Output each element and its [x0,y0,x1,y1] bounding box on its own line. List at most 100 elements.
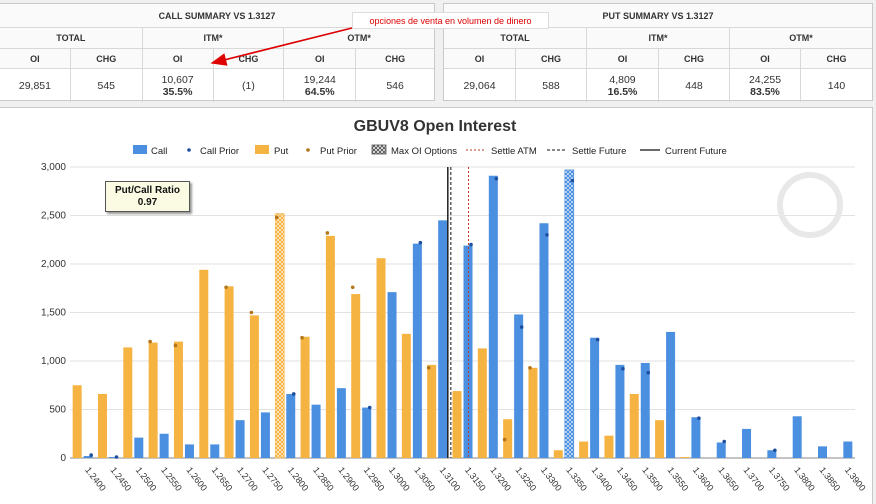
bar-put [629,393,639,458]
legend-label-settle-atm: Settle ATM [491,146,537,157]
bar-put [173,341,183,458]
x-tick-label: 1.3850 [817,465,842,493]
dot-call-prior [595,337,600,342]
dot-call-prior [519,325,524,329]
group-itm: ITM* [142,28,285,48]
bar-put [452,391,462,458]
bar-put [351,294,361,458]
legend-label-put: Put [274,146,289,157]
dot-call-prior [646,370,651,375]
bar-call [742,428,752,458]
col-itm-chg: CHG [213,49,285,68]
x-tick-label: 1.3700 [741,465,766,493]
dot-put-prior [224,285,228,290]
legend-swatch-put-prior [306,148,310,152]
x-tick-label: 1.3000 [387,465,412,493]
bar-call [387,292,397,458]
x-tick-label: 1.3400 [590,465,615,493]
x-tick-label: 1.2700 [235,465,260,493]
put-summary-values: 29,064 588 4,809 16.5% 448 24,255 83.5% 14… [444,69,872,102]
put-itm-chg: 448 [659,69,730,102]
col-total-oi: OI [0,49,71,68]
put-otm-chg: 140 [801,69,872,102]
bar-call [134,437,144,458]
bar-put [224,286,234,458]
x-tick-label: 1.2550 [159,465,184,493]
bar-put [579,441,589,458]
col-itm-chg: CHG [659,49,730,68]
bar-put [528,367,538,458]
x-tick-label: 1.3150 [463,465,488,493]
dot-put-prior [274,215,279,220]
call-summary-group-header: TOTAL ITM* OTM* [0,28,434,49]
bar-call [818,446,828,458]
group-total: TOTAL [444,28,587,48]
dot-call-prior [570,178,575,183]
dot-call-prior [418,240,423,245]
x-tick-label: 1.3750 [767,465,792,493]
group-otm: OTM* [730,28,872,48]
chart-title: GBUV8 Open Interest [354,118,517,135]
call-otm-pct: 64.5% [304,85,335,98]
bar-put [680,457,690,458]
bar-call [514,314,524,458]
bar-call [336,388,346,458]
bar-call [210,444,220,458]
put-summary-panel: PUT SUMMARY VS 1.3127 TOTAL ITM* OTM* OI… [443,3,873,102]
col-total-chg: CHG [516,49,587,68]
put-itm-pct: 16.5% [607,85,638,98]
put-total-oi-value: 29,064 [463,79,496,92]
put-itm-oi: 4,809 16.5% [587,69,659,102]
y-tick-label: 0 [60,453,66,464]
dot-call-prior [291,392,296,396]
y-tick-label: 3,000 [41,162,66,173]
y-tick-label: 1,000 [41,356,66,367]
col-itm-oi: OI [587,49,659,68]
watermark-logo [777,172,843,238]
dot-put-prior [300,335,304,340]
x-tick-label: 1.3600 [691,465,716,493]
annotation-arrow [210,27,353,66]
col-total-oi: OI [444,49,516,68]
bar-call [83,456,93,458]
x-tick-label: 1.3200 [488,465,513,493]
bar-call [564,169,575,459]
bar-put [97,393,107,458]
x-tick-label: 1.2900 [336,465,361,493]
bar-put [553,450,563,458]
dot-call-prior [114,455,119,459]
x-tick-label: 1.3650 [716,465,741,493]
put-summary-group-header: TOTAL ITM* OTM* [444,28,872,49]
legend-label-call-prior: Call Prior [200,146,239,157]
bar-call [311,404,321,458]
bar-call [159,433,169,458]
chart-container [0,107,873,504]
call-summary-col-header: OI CHG OI CHG OI CHG [0,49,434,69]
ratio-value: 0.97 [137,197,158,208]
put-otm-oi: 24,255 83.5% [730,69,801,102]
dot-put-prior [528,365,532,370]
dot-call-prior [773,448,777,453]
dot-put-prior [350,285,355,290]
legend-label-settle-future: Settle Future [572,146,626,157]
call-otm-oi: 19,244 64.5% [284,69,357,102]
legend-swatch-max-oi [371,144,387,155]
x-tick-label: 1.3050 [412,465,437,493]
dot-put-prior [426,365,431,370]
x-tick-label: 1.3500 [640,465,665,493]
put-otm-pct: 83.5% [750,85,780,98]
x-tick-label: 1.3800 [792,465,817,493]
dot-call-prior [722,439,727,444]
bar-call [615,364,625,458]
legend-label-call: Call [151,146,167,157]
x-tick-label: 1.2750 [260,465,285,493]
x-tick-label: 1.3450 [615,465,640,493]
y-tick-label: 2,000 [41,259,66,270]
annotation-label: opciones de venta en volumen de dinero [352,12,549,29]
bar-call [412,243,422,458]
bar-call [640,362,650,458]
x-tick-label: 1.2650 [210,465,235,493]
y-tick-label: 1,500 [41,308,66,319]
bar-put [249,315,259,458]
bar-put [325,235,335,458]
